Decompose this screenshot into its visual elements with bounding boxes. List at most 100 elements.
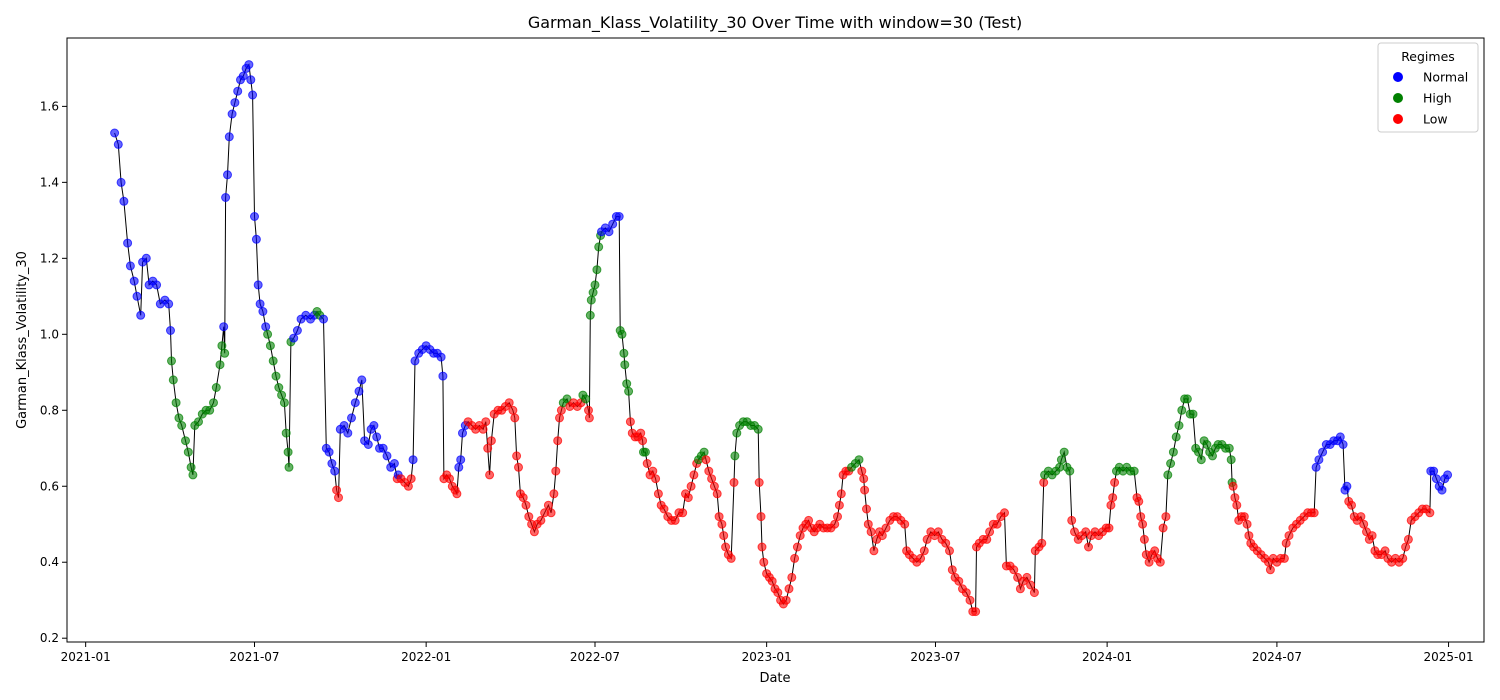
data-point-low	[1398, 553, 1408, 563]
data-point-high	[1174, 421, 1184, 430]
data-point-low	[787, 572, 797, 582]
data-point-normal	[614, 212, 624, 221]
data-point-low	[804, 515, 814, 525]
data-point-high	[753, 424, 763, 434]
data-point-low	[1242, 519, 1252, 529]
data-point-low	[834, 500, 844, 510]
data-point-low	[881, 523, 891, 533]
data-point-normal	[292, 326, 302, 335]
data-point-normal	[382, 451, 392, 461]
data-point-low	[866, 527, 876, 537]
data-point-low	[642, 459, 652, 468]
data-point-low	[1265, 565, 1275, 575]
data-point-normal	[1318, 447, 1328, 457]
data-point-low	[965, 595, 975, 605]
data-point-high	[279, 398, 289, 408]
data-point-normal	[152, 280, 162, 290]
data-point-high	[1177, 405, 1187, 415]
data-point-low	[860, 485, 870, 495]
data-point-low	[726, 553, 736, 563]
data-point-high	[183, 447, 193, 457]
data-point-high	[1194, 447, 1203, 457]
data-point-low	[1244, 531, 1254, 541]
data-point-low	[1232, 500, 1242, 510]
data-point-low	[922, 534, 932, 544]
data-point-low	[486, 436, 496, 446]
x-tick-label: 2022-07	[570, 650, 620, 664]
data-point-low	[1110, 478, 1120, 487]
data-point-high	[220, 348, 230, 358]
data-point-low	[510, 413, 520, 423]
data-point-normal	[246, 75, 256, 85]
data-point-low	[790, 553, 800, 563]
data-point-normal	[113, 139, 123, 149]
data-point-low	[1150, 546, 1160, 556]
data-point-normal	[608, 219, 618, 229]
legend-entries: Normal High Low	[1393, 70, 1468, 127]
data-point-high	[854, 455, 864, 465]
data-point-low	[857, 466, 867, 476]
data-point-low	[754, 478, 764, 487]
data-point-low	[1356, 512, 1366, 522]
data-point-low	[546, 508, 556, 518]
data-point-low	[1228, 481, 1238, 491]
data-point-high	[1171, 432, 1181, 442]
data-point-normal	[438, 371, 448, 381]
data-point-low	[648, 466, 658, 476]
legend-marker-normal	[1393, 72, 1403, 82]
data-point-high	[622, 379, 632, 389]
data-point-normal	[132, 291, 142, 301]
data-point-normal	[330, 466, 340, 476]
legend-label-high: High	[1423, 91, 1452, 106]
data-point-low	[863, 519, 873, 529]
legend: Regimes Normal High Low	[1377, 42, 1479, 133]
data-point-low	[756, 512, 766, 522]
y-axis-label: Garman_Klass_Volatility_30	[15, 251, 30, 429]
data-point-normal	[116, 177, 126, 187]
data-point-high	[194, 417, 203, 427]
data-point-low	[334, 493, 343, 503]
data-point-low	[1037, 538, 1047, 548]
data-point-normal	[436, 352, 446, 362]
data-point-high	[263, 329, 273, 339]
data-point-low	[1026, 580, 1036, 590]
data-point-low	[553, 436, 563, 446]
data-point-low	[485, 470, 495, 480]
data-point-low	[712, 489, 722, 499]
data-point-high	[699, 447, 709, 457]
data-point-low	[556, 405, 566, 415]
data-point-low	[729, 478, 739, 487]
data-point-high	[585, 310, 595, 320]
data-point-low	[985, 527, 995, 537]
data-point-high	[284, 462, 294, 472]
data-point-normal	[339, 421, 349, 430]
data-point-low	[1347, 500, 1356, 510]
data-point-high	[281, 428, 291, 438]
data-point-low	[1281, 538, 1291, 548]
data-point-low	[653, 489, 663, 499]
data-point-high	[167, 356, 176, 366]
data-point-low	[704, 466, 714, 476]
data-point-low	[549, 489, 559, 499]
plot-area	[110, 60, 1453, 617]
x-tick-label: 2022-01	[401, 650, 451, 664]
data-point-normal	[250, 212, 259, 221]
data-point-normal	[219, 322, 229, 332]
data-point-low	[709, 481, 719, 491]
data-point-low	[636, 428, 646, 438]
data-point-low	[1367, 531, 1377, 541]
data-point-low	[877, 531, 887, 541]
legend-title: Regimes	[1401, 49, 1455, 64]
data-point-low	[1158, 523, 1168, 533]
data-point-high	[732, 428, 742, 438]
data-point-high	[1168, 447, 1178, 457]
data-point-low	[781, 595, 791, 605]
data-point-high	[588, 288, 598, 297]
data-point-normal	[1443, 470, 1453, 480]
data-point-high	[581, 394, 591, 404]
data-point-low	[1104, 523, 1114, 533]
data-point-high	[205, 405, 215, 415]
data-point-high	[1055, 462, 1065, 472]
data-point-low	[961, 588, 971, 598]
data-point-high	[592, 265, 602, 275]
